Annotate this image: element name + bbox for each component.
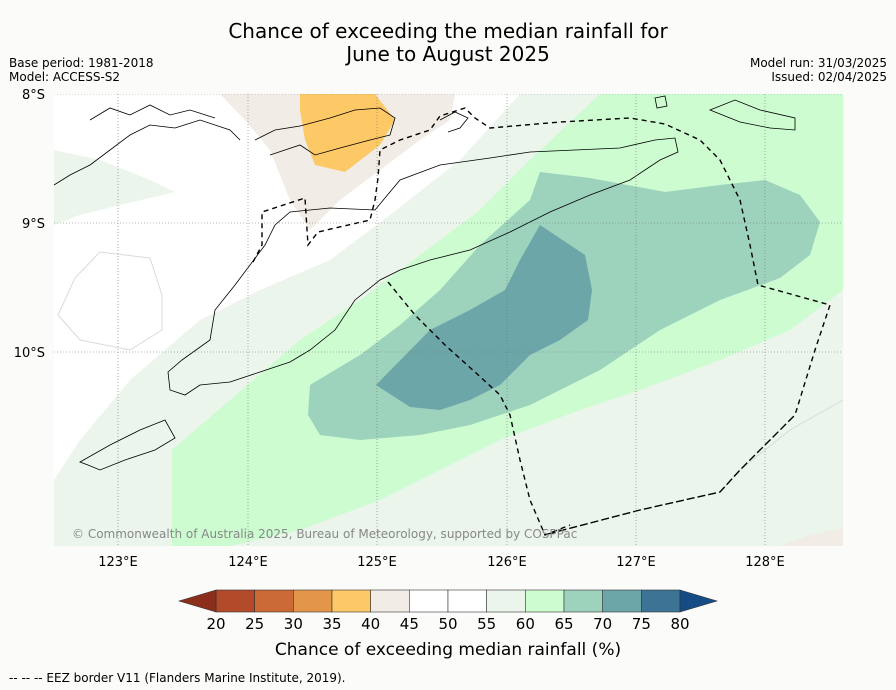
colorbar-tick-label: 30 [284,615,303,633]
eez-legend-footer: -- -- -- EEZ border V11 (Flanders Marine… [9,671,346,685]
lon-label-126e: 126°E [487,555,527,570]
lon-label-123e: 123°E [98,555,138,570]
eez-border-se [547,414,796,535]
colorbar-high-arrow [679,589,719,613]
eez-border [252,107,831,416]
colorbar-tick-label: 80 [670,615,689,633]
lat-label-10s: 10°S [14,346,45,361]
contour-55-60-west [54,150,175,225]
contour-70-75 [376,225,592,410]
lon-label-127e: 127°E [616,555,656,570]
colorbar: 20 25 30 35 40 45 50 55 60 65 70 75 80 [177,589,719,633]
colorbar-tick-label: 75 [632,615,651,633]
title-line-1: Chance of exceeding the median rainfall … [228,19,668,43]
colorbar-cell [602,589,642,613]
colorbar-tick-label: 50 [438,615,457,633]
base-period-text: Base period: 1981-2018 [9,56,154,70]
copyright-text: © Commonwealth of Australia 2025, Bureau… [72,527,577,541]
lat-label-9s: 9°S [22,217,45,232]
colorbar-tick-label: 35 [322,615,341,633]
colorbar-tick-label: 65 [554,615,573,633]
lon-label-128e: 128°E [745,555,785,570]
model-text: Model: ACCESS-S2 [9,70,121,84]
colorbar-label: Chance of exceeding median rainfall (%) [274,640,622,660]
colorbar-cell [331,589,371,613]
contour-line-west [57,251,163,351]
colorbar-cell [641,589,681,613]
colorbar-cell [293,589,333,613]
title-line-2: June to August 2025 [346,42,550,66]
map-area: © Commonwealth of Australia 2025, Bureau… [54,94,843,546]
colorbar-cell [525,589,565,613]
colorbar-tick-label: 20 [206,615,225,633]
colorbar-tick-label: 60 [516,615,535,633]
lon-label-124e: 124°E [228,555,268,570]
colorbar-cell [447,589,487,613]
contour-40-45-se [780,528,843,546]
colorbar-cells [215,589,681,613]
colorbar-cell [254,589,294,613]
colorbar-cell [409,589,449,613]
model-run-text: Model run: 31/03/2025 [749,56,887,70]
meta-right: Model run: 31/03/2025 Issued: 02/04/2025 [750,56,887,84]
colorbar-tick-label: 55 [477,615,496,633]
lon-label-125e: 125°E [357,555,397,570]
colorbar-cell [215,589,255,613]
colorbar-low-arrow [177,589,217,613]
colorbar-tick-label: 40 [361,615,380,633]
colorbar-cell [486,589,526,613]
colorbar-tick-label: 25 [245,615,264,633]
colorbar-tick-label: 45 [400,615,419,633]
gridlines [54,94,843,546]
eez-border-south [387,281,571,536]
map-title: Chance of exceeding the median rainfall … [0,20,896,66]
colorbar-ticks: 20 25 30 35 40 45 50 55 60 65 70 75 80 [206,615,689,633]
issued-text: Issued: 02/04/2025 [771,70,887,84]
coastlines [54,95,796,471]
colorbar-cell [370,589,410,613]
colorbar-tick-label: 70 [593,615,612,633]
colorbar-cell [563,589,603,613]
lat-label-8s: 8°S [22,88,45,103]
meta-left: Base period: 1981-2018 Model: ACCESS-S2 [9,56,154,84]
